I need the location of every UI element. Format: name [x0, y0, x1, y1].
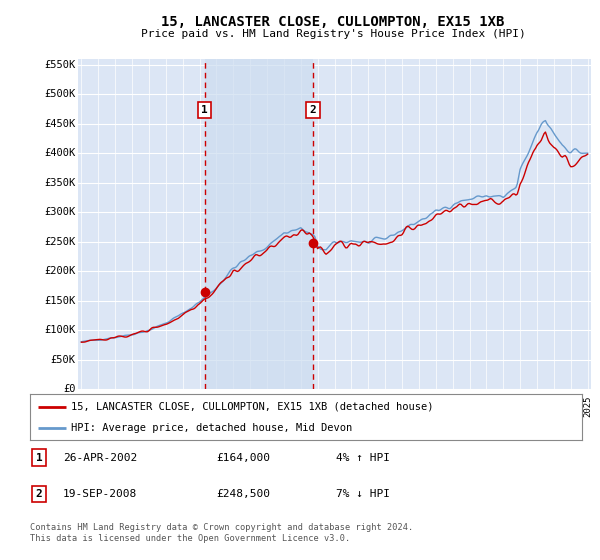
Text: £200K: £200K	[44, 266, 76, 276]
Text: £250K: £250K	[44, 237, 76, 247]
Text: 26-APR-2002: 26-APR-2002	[63, 452, 137, 463]
Text: 1: 1	[202, 105, 208, 115]
Text: £450K: £450K	[44, 119, 76, 129]
Text: 15, LANCASTER CLOSE, CULLOMPTON, EX15 1XB: 15, LANCASTER CLOSE, CULLOMPTON, EX15 1X…	[161, 15, 505, 29]
Text: 7% ↓ HPI: 7% ↓ HPI	[336, 489, 390, 499]
Text: £248,500: £248,500	[216, 489, 270, 499]
Text: £150K: £150K	[44, 296, 76, 306]
Bar	[205, 59, 313, 389]
Text: £500K: £500K	[44, 89, 76, 99]
Text: £50K: £50K	[50, 354, 76, 365]
Text: £550K: £550K	[44, 60, 76, 69]
Text: 15, LANCASTER CLOSE, CULLOMPTON, EX15 1XB (detached house): 15, LANCASTER CLOSE, CULLOMPTON, EX15 1X…	[71, 402, 434, 412]
Text: 1: 1	[35, 452, 43, 463]
Text: Price paid vs. HM Land Registry's House Price Index (HPI): Price paid vs. HM Land Registry's House …	[140, 29, 526, 39]
Text: 19-SEP-2008: 19-SEP-2008	[63, 489, 137, 499]
Text: 2: 2	[310, 105, 316, 115]
Text: Contains HM Land Registry data © Crown copyright and database right 2024.
This d: Contains HM Land Registry data © Crown c…	[30, 524, 413, 543]
Text: 2: 2	[35, 489, 43, 499]
Text: £100K: £100K	[44, 325, 76, 335]
Text: £164,000: £164,000	[216, 452, 270, 463]
Text: 4% ↑ HPI: 4% ↑ HPI	[336, 452, 390, 463]
Text: £350K: £350K	[44, 178, 76, 188]
Text: HPI: Average price, detached house, Mid Devon: HPI: Average price, detached house, Mid …	[71, 423, 353, 433]
Text: £400K: £400K	[44, 148, 76, 158]
Text: £300K: £300K	[44, 207, 76, 217]
Text: £0: £0	[63, 384, 76, 394]
